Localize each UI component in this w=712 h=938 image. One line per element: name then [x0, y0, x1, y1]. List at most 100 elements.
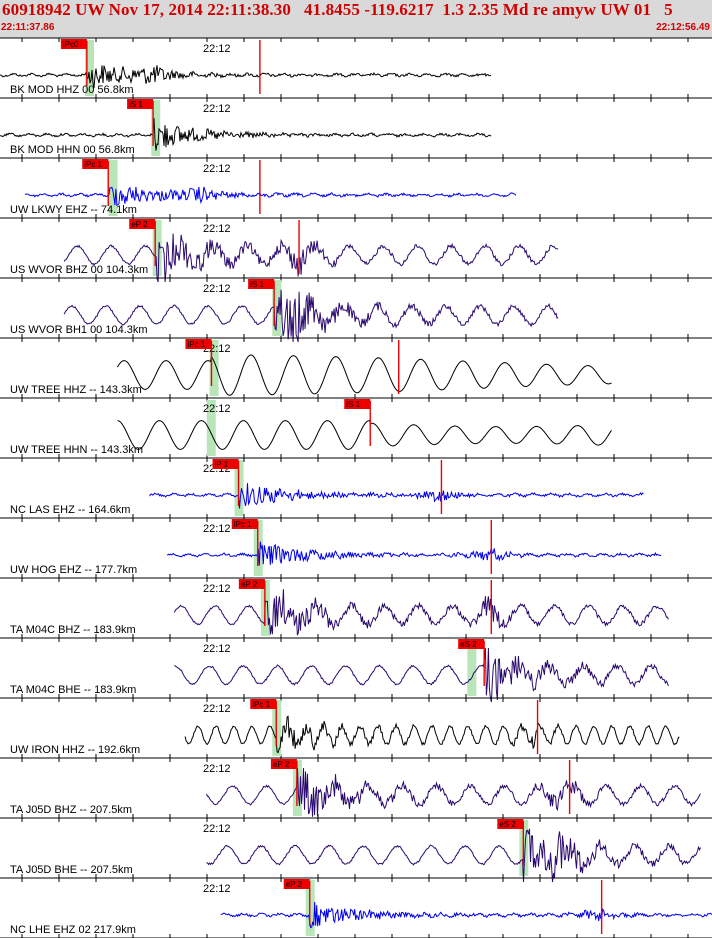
- trace-row: 22:12 eS 2 TA J05D BHE -- 207.5km: [0, 817, 712, 883]
- waveform: [63, 289, 559, 343]
- pick-label: iS 1: [129, 100, 143, 109]
- event-title: 60918942 UW Nov 17, 2014 22:11:38.30 41.…: [2, 0, 673, 19]
- trace-row: 22:12 iPc 1 UW IRON HHZ -- 192.6km: [0, 697, 712, 758]
- pick-flag[interactable]: [238, 579, 265, 589]
- pick-flag[interactable]: [127, 99, 154, 109]
- phase-window: [152, 220, 162, 276]
- time-tick-label: 22:12: [203, 163, 231, 175]
- time-tick-label: 22:12: [203, 523, 231, 535]
- waveform: [117, 420, 612, 450]
- pick-label: iPc 1: [234, 520, 252, 529]
- pick-label: eS 2: [499, 820, 516, 829]
- waveform: [0, 65, 492, 89]
- time-tick-label: 22:12: [203, 283, 231, 295]
- pick-label: iS 1: [250, 280, 264, 289]
- trace-row: 22:12 iPc 1 UW HOG EHZ -- 177.7km: [0, 517, 712, 578]
- station-label: US WVOR BHZ 00 104.3km: [10, 264, 148, 276]
- pick-flag[interactable]: [250, 699, 277, 709]
- phase-window: [209, 340, 219, 396]
- station-label: UW HOG EHZ -- 177.7km: [10, 564, 137, 576]
- time-tick-label: 22:12: [203, 583, 231, 595]
- station-label: TA J05D BHE -- 207.5km: [10, 864, 133, 876]
- station-label: NC LHE EHZ 02 217.9km: [10, 924, 136, 936]
- waveform: [206, 767, 701, 817]
- trace-row: 22:12 iS 1 US WVOR BH1 00 104.3km: [0, 277, 712, 343]
- station-label: BK MOD HHN 00 56.8km: [10, 144, 135, 156]
- phase-window: [151, 100, 161, 156]
- waveform: [166, 541, 662, 566]
- phase-window: [467, 640, 477, 696]
- time-tick-label: 22:12: [203, 103, 231, 115]
- pick-flag[interactable]: [60, 39, 87, 49]
- time-tick-label: 22:12: [203, 703, 231, 715]
- pick-flag[interactable]: [248, 279, 275, 289]
- pick-label: iS 1: [346, 400, 360, 409]
- pick-flag[interactable]: [458, 639, 485, 649]
- time-tick-label: 22:12: [203, 643, 231, 655]
- pick-label: eP 2: [131, 220, 148, 229]
- waveform: [174, 647, 669, 703]
- station-label: NC LAS EHZ -- 164.6km: [10, 504, 130, 516]
- pick-label: eP 2: [241, 580, 258, 589]
- phase-window: [85, 40, 94, 96]
- station-label: TA J05D BHZ -- 207.5km: [10, 804, 132, 816]
- pick-flag[interactable]: [270, 759, 297, 769]
- trace-row: 22:12 eP 2 TA M04C BHZ -- 183.9km: [0, 577, 712, 638]
- window-end-time: 22:12:56.49: [656, 22, 710, 33]
- pick-flag[interactable]: [212, 459, 239, 469]
- window-start-time: 22:11:37.86: [1, 22, 55, 33]
- event-header: 60918942 UW Nov 17, 2014 22:11:38.30 41.…: [0, 0, 712, 38]
- station-label: US WVOR BH1 00 104.3km: [10, 324, 148, 336]
- waveform: [220, 901, 712, 929]
- pick-label: eS 2: [460, 640, 477, 649]
- trace-row: 22:12 iPc 1 UW LKWY EHZ -- 74.1km: [0, 157, 712, 218]
- station-label: UW TREE HHZ -- 143.3km: [10, 384, 142, 396]
- time-tick-label: 22:12: [203, 43, 231, 55]
- phase-window: [206, 400, 216, 456]
- waveform: [24, 186, 517, 207]
- time-tick-label: 22:12: [203, 763, 231, 775]
- trace-row: 22:12 eP 2 US WVOR BHZ 00 104.3km: [0, 217, 712, 283]
- pick-label: eP 2: [286, 880, 303, 889]
- waveform: [63, 233, 559, 283]
- station-label: UW LKWY EHZ -- 74.1km: [10, 204, 137, 216]
- phase-window: [108, 160, 118, 216]
- station-label: UW IRON HHZ -- 192.6km: [10, 744, 140, 756]
- trace-row: 22:12 eP 2 TA J05D BHZ -- 207.5km: [0, 757, 712, 818]
- trace-row: 22:12 iPc0 BK MOD HHZ 00 56.8km: [0, 37, 712, 98]
- waveform: [149, 483, 644, 509]
- waveform: [184, 715, 680, 754]
- pick-flag[interactable]: [283, 879, 310, 889]
- station-label: BK MOD HHZ 00 56.8km: [10, 84, 133, 96]
- pick-flag[interactable]: [497, 819, 524, 829]
- waveform: [0, 118, 492, 151]
- pick-label: iP 1: [215, 460, 229, 469]
- trace-row: 22:12 eP 2 NC LHE EHZ 02 217.9km: [0, 877, 712, 938]
- trace-row: 22:12 iS 1 UW TREE HHN -- 143.3km: [0, 397, 712, 458]
- trace-row: 22:12 iS 1 BK MOD HHN 00 56.8km: [0, 97, 712, 158]
- pick-label: iPc 1: [252, 700, 270, 709]
- time-tick-label: 22:12: [203, 823, 231, 835]
- station-label: TA M04C BHE -- 183.9km: [10, 684, 136, 696]
- pick-flag[interactable]: [185, 339, 212, 349]
- waveform: [206, 828, 701, 883]
- time-tick-label: 22:12: [203, 223, 231, 235]
- pick-label: iPc0: [63, 40, 79, 49]
- pick-label: eP 2: [273, 760, 290, 769]
- waveform: [173, 589, 669, 636]
- pick-label: iPc 1: [187, 340, 205, 349]
- trace-row: 22:12 eS 2 TA M04C BHE -- 183.9km: [0, 637, 712, 703]
- pick-flag[interactable]: [344, 399, 371, 409]
- pick-flag[interactable]: [231, 519, 258, 529]
- waveform: [117, 354, 612, 396]
- time-tick-label: 22:12: [203, 403, 231, 415]
- pick-flag[interactable]: [82, 159, 109, 169]
- pick-label: iPc 1: [84, 160, 102, 169]
- time-tick-label: 22:12: [203, 883, 231, 895]
- station-label: UW TREE HHN -- 143.3km: [10, 444, 143, 456]
- station-label: TA M04C BHZ -- 183.9km: [10, 624, 136, 636]
- pick-flag[interactable]: [129, 219, 156, 229]
